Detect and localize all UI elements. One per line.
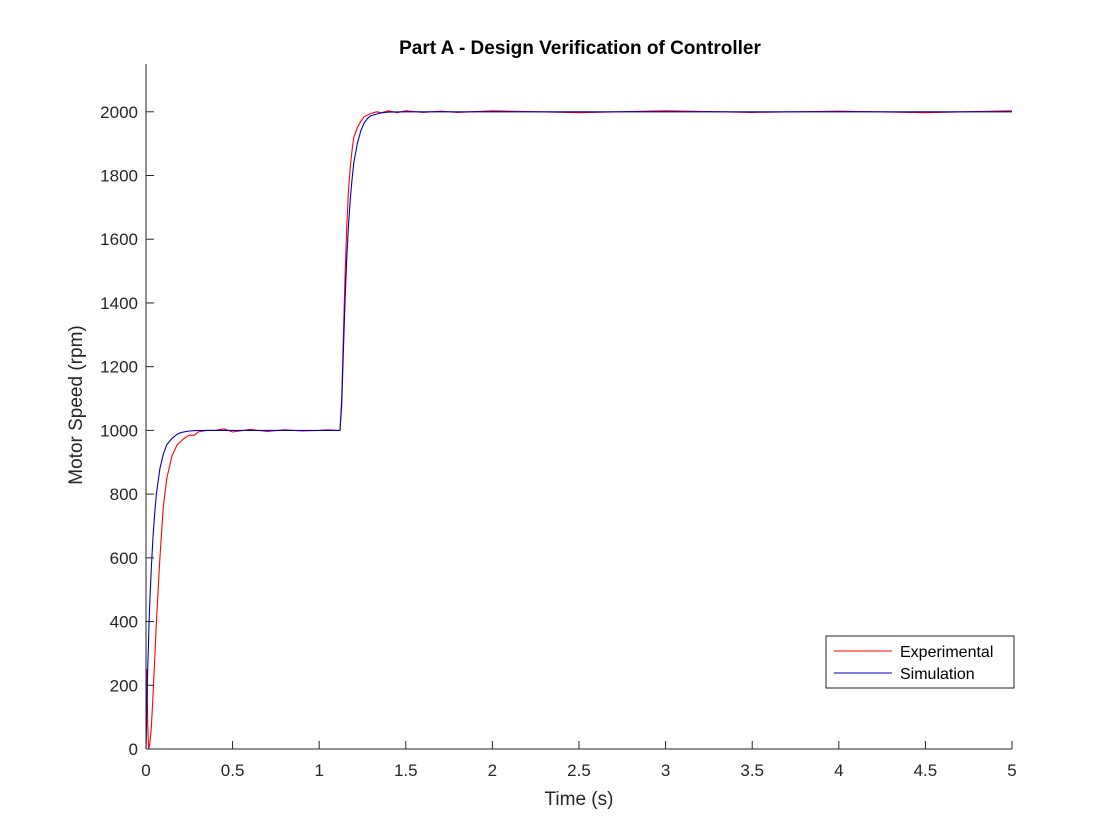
y-tick-label: 1200 [100, 358, 138, 377]
plot-area [145, 110, 1013, 750]
x-tick-label: 2.5 [567, 761, 591, 780]
chart-title: Part A - Design Verification of Controll… [399, 38, 761, 59]
y-tick-label: 800 [110, 485, 138, 504]
y-axis-label: Motor Speed (rpm) [66, 325, 87, 484]
y-tick-label: 2000 [100, 103, 138, 122]
x-tick-label: 4 [834, 761, 843, 780]
x-tick-label: 0 [141, 761, 150, 780]
x-tick-label: 2 [488, 761, 497, 780]
y-tick-label: 400 [110, 613, 138, 632]
series-line-simulation [145, 111, 1012, 750]
y-ticks: 0 200 400 600 800 1000 1200 1400 1600 1800 2000 [100, 103, 154, 759]
y-tick-label: 200 [110, 676, 138, 695]
x-tick-label: 1 [314, 761, 323, 780]
x-ticks: 0 0.5 1 1.5 2 2.5 3 3.5 4 4.5 5 [141, 741, 1017, 780]
y-tick-label: 1000 [100, 421, 138, 440]
y-tick-label: 600 [110, 549, 138, 568]
y-tick-label: 1800 [100, 167, 138, 186]
y-tick-label: 1600 [100, 230, 138, 249]
x-tick-label: 3 [661, 761, 670, 780]
x-tick-label: 1.5 [394, 761, 418, 780]
legend: Experimental Simulation [825, 635, 1015, 689]
x-axis-label: Time (s) [545, 789, 614, 810]
x-tick-label: 5 [1007, 761, 1016, 780]
y-tick-label: 1400 [100, 294, 138, 313]
legend-box [825, 635, 1015, 689]
x-tick-label: 4.5 [914, 761, 938, 780]
x-tick-label: 3.5 [740, 761, 764, 780]
legend-label-simulation: Simulation [900, 666, 975, 683]
legend-label-experimental: Experimental [900, 644, 993, 661]
y-tick-label: 0 [129, 740, 138, 759]
x-tick-label: 0.5 [221, 761, 245, 780]
